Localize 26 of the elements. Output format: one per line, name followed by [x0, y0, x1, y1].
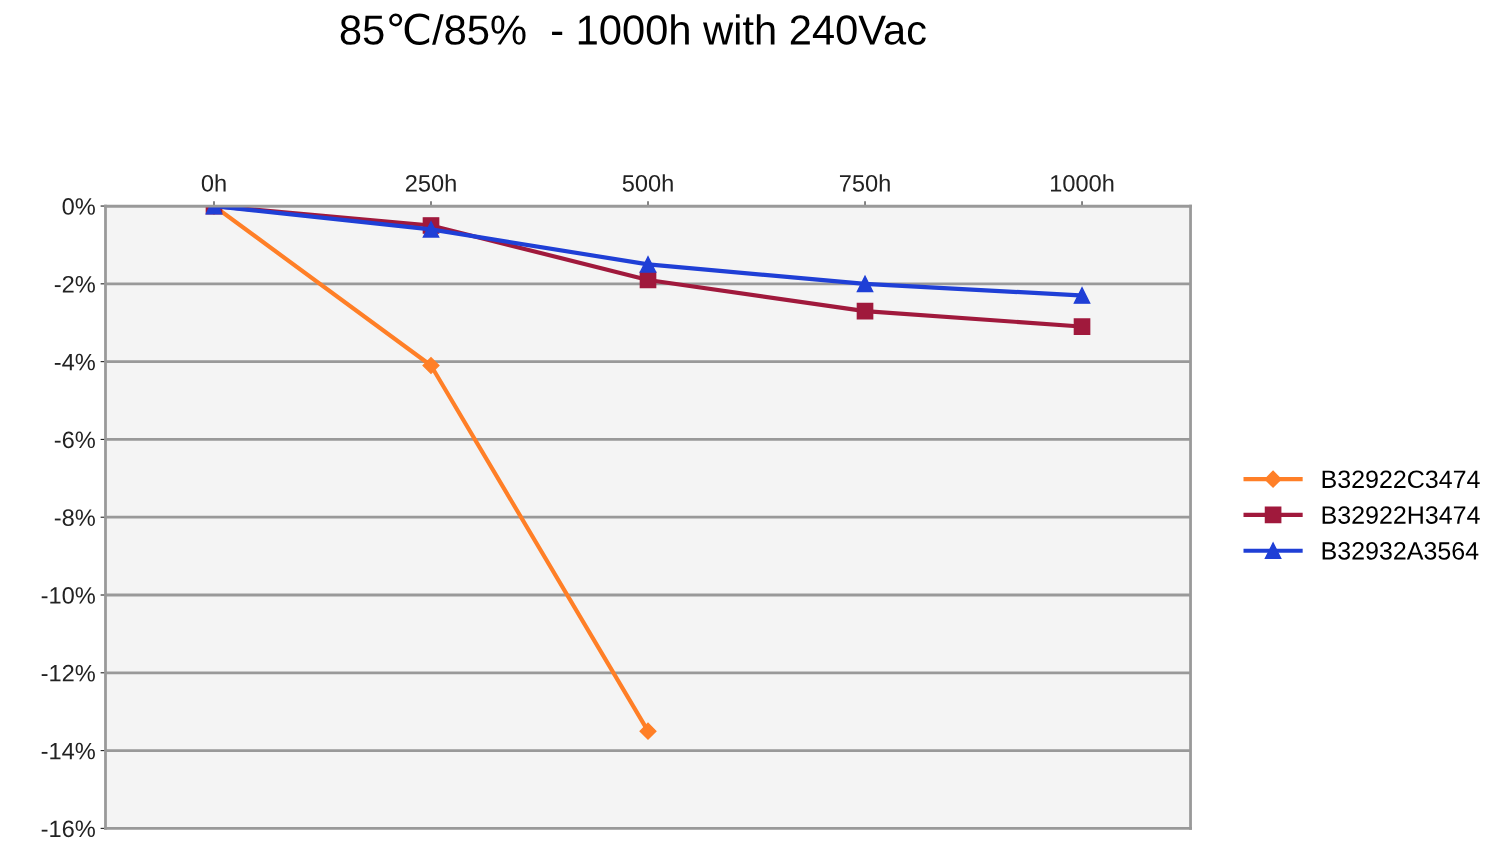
x-tick-label: 0h — [201, 174, 226, 192]
y-tick-label: -4% — [54, 353, 95, 371]
point — [1073, 318, 1091, 335]
legend-label: B32922C3474 — [1322, 470, 1480, 489]
legend-label: B32922H3474 — [1322, 506, 1480, 524]
y-tick-label: -16% — [41, 820, 95, 838]
y-tick-label: -14% — [41, 742, 95, 760]
point — [856, 302, 874, 320]
y-tick-label: -2% — [54, 275, 95, 293]
x-tick-label: 500h — [622, 174, 673, 192]
y-tick-label: -6% — [54, 431, 95, 449]
x-tick-label: 1000h — [1051, 174, 1114, 192]
x-tick-label: 750h — [839, 174, 890, 192]
point — [639, 256, 657, 273]
point — [639, 722, 657, 740]
chart-title: 85℃/85% - 1000h with 240Vac — [340, 13, 926, 46]
x-tick-label: 250h — [405, 174, 456, 192]
point — [422, 356, 440, 375]
y-tick-label: 0% — [62, 198, 95, 215]
point — [422, 221, 440, 238]
y-tick-label: -8% — [54, 509, 95, 526]
y-tick-label: -10% — [41, 587, 95, 604]
y-tick-label: -12% — [41, 664, 95, 682]
point — [1073, 287, 1091, 304]
legend-label: B32932A3564 — [1322, 542, 1479, 560]
point — [856, 275, 874, 293]
